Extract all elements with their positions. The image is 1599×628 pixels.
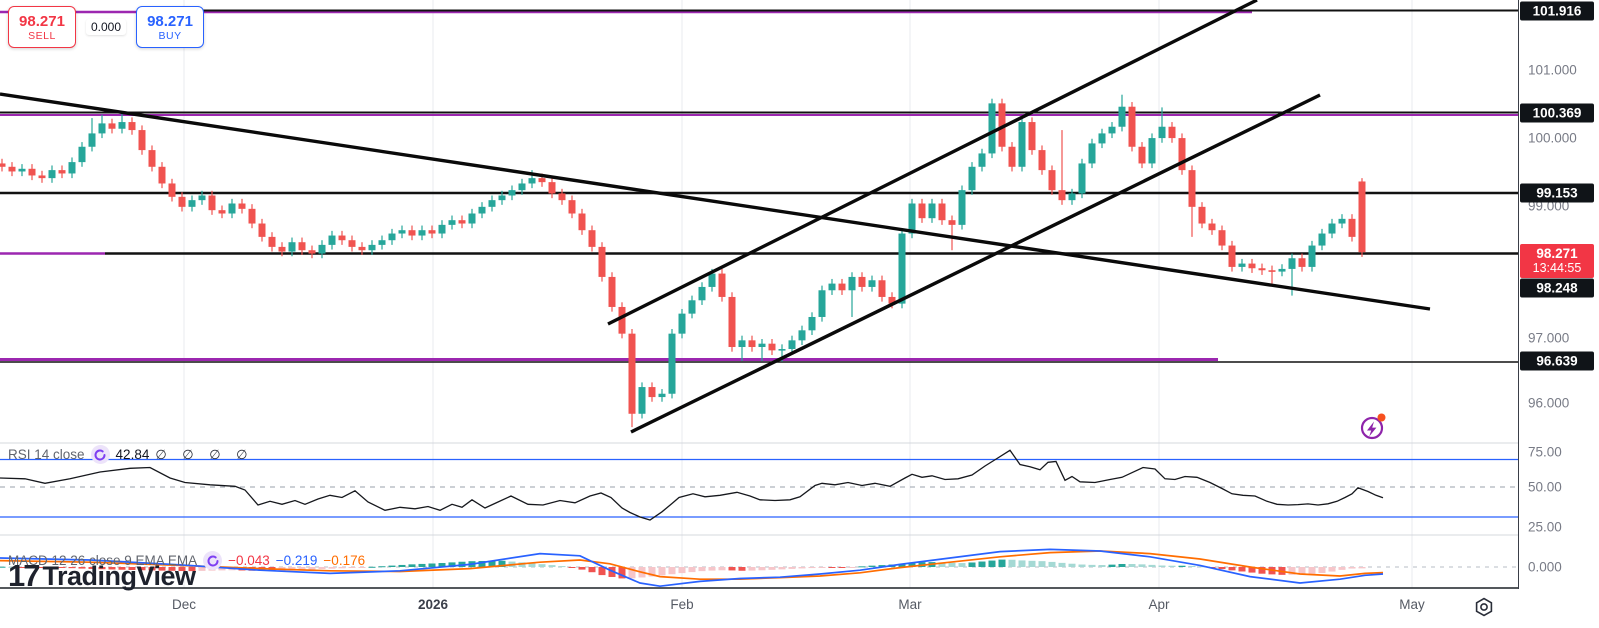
tradingview-wordmark: TradingView	[42, 560, 196, 591]
rsi-value: 42.84	[115, 447, 150, 462]
price-level-badge: 96.639	[1520, 351, 1594, 371]
price-axis-label: 50.00	[1528, 479, 1562, 495]
time-axis-label: Apr	[1148, 597, 1170, 612]
macd-title: MACD 12 26 close 9 EMA EMA	[8, 553, 198, 568]
buy-label: BUY	[158, 29, 182, 42]
sell-button[interactable]: 98.271 SELL	[8, 6, 76, 48]
price-level-badge: 100.369	[1520, 103, 1594, 123]
time-axis-label: 2026	[417, 597, 449, 612]
buy-price: 98.271	[147, 12, 193, 30]
sell-label: SELL	[28, 29, 56, 42]
macd-loading-icon	[203, 551, 223, 570]
settings-gear-icon[interactable]	[1470, 594, 1498, 620]
macd-hist-value: −0.043	[228, 553, 270, 568]
current-price-badge: 98.271 13:44:55	[1520, 244, 1594, 278]
macd-signal-value: −0.176	[323, 553, 366, 568]
order-widget: 98.271 SELL 0.000 98.271 BUY	[8, 6, 205, 48]
tradingview-watermark: 17 TradingView	[8, 558, 196, 594]
price-axis-label: 97.000	[1528, 330, 1570, 346]
price-axis-label: 0.000	[1528, 559, 1562, 575]
price-axis-label: 101.000	[1528, 62, 1577, 78]
price-axis-label: 75.00	[1528, 444, 1562, 460]
time-axis-label: Dec	[171, 597, 197, 612]
tradingview-logo-icon: 17	[8, 558, 41, 593]
price-axis-label: 25.00	[1528, 519, 1562, 535]
rsi-title: RSI 14 close	[8, 447, 85, 462]
time-axis[interactable]	[0, 589, 1599, 628]
time-axis-label: Mar	[898, 597, 922, 612]
time-axis-label: Feb	[670, 597, 694, 612]
macd-legend: MACD 12 26 close 9 EMA EMA −0.043 −0.219…	[8, 551, 365, 570]
time-axis-label: May	[1399, 597, 1425, 612]
price-level-badge: 98.248	[1520, 278, 1594, 298]
price-axis-label: 96.000	[1528, 395, 1570, 411]
rsi-legend: RSI 14 close 42.84 ∅ ∅ ∅ ∅	[8, 445, 253, 464]
sell-price: 98.271	[19, 12, 65, 30]
buy-button[interactable]: 98.271 BUY	[136, 6, 205, 48]
price-level-badge: 101.916	[1520, 1, 1594, 21]
price-axis-label: 100.000	[1528, 130, 1577, 146]
macd-line-value: −0.219	[275, 553, 318, 568]
spread-value: 0.000	[86, 19, 127, 35]
flash-alert-icon[interactable]	[1356, 409, 1390, 443]
rsi-nodata-symbols: ∅ ∅ ∅ ∅	[155, 446, 254, 462]
countdown-timer: 13:44:55	[1532, 261, 1582, 275]
rsi-loading-icon	[90, 445, 110, 464]
price-level-badge: 99.153	[1520, 183, 1594, 203]
